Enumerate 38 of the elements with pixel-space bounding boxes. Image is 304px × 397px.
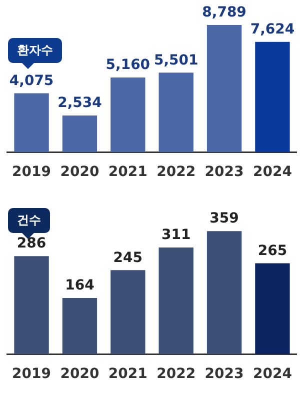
bar	[158, 72, 194, 152]
x-tick-label: 2019	[12, 366, 52, 382]
data-label: 4,075	[9, 72, 54, 89]
bar	[110, 78, 146, 152]
x-tick-label: 2020	[60, 366, 100, 382]
bar	[62, 298, 98, 354]
data-label: 5,501	[154, 52, 198, 68]
bar	[110, 270, 146, 354]
bar	[255, 42, 290, 152]
data-label: 8,789	[202, 4, 246, 21]
x-tick-label: 2023	[204, 366, 244, 382]
data-label: 7,624	[250, 22, 295, 38]
x-tick-label: 2020	[60, 164, 100, 180]
bar	[206, 231, 242, 354]
data-label: 359	[210, 210, 239, 227]
text: 환자수	[8, 38, 62, 63]
bar	[255, 263, 290, 354]
data-label: 245	[113, 250, 143, 266]
bar	[158, 248, 194, 354]
x-tick-label: 2024	[252, 164, 292, 180]
data-label: 164	[65, 278, 95, 294]
x-tick-label: 2022	[156, 366, 196, 382]
data-label: 5,160	[106, 57, 150, 74]
x-tick-label: 2021	[108, 366, 148, 382]
x-tick-label: 2024	[252, 366, 292, 382]
bar	[62, 116, 98, 152]
x-tick-label: 2021	[108, 164, 148, 180]
x-tick-label: 2019	[12, 164, 52, 180]
data-label: 2,534	[58, 95, 102, 112]
x-tick-label: 2022	[156, 164, 196, 180]
x-tick-label: 2023	[204, 164, 244, 180]
bar	[14, 256, 49, 354]
chart-title: 건수	[8, 208, 50, 233]
data-label: 311	[161, 227, 191, 244]
bar	[14, 93, 49, 152]
bar	[206, 25, 242, 152]
data-label: 286	[16, 236, 46, 252]
data-label: 265	[258, 242, 288, 259]
